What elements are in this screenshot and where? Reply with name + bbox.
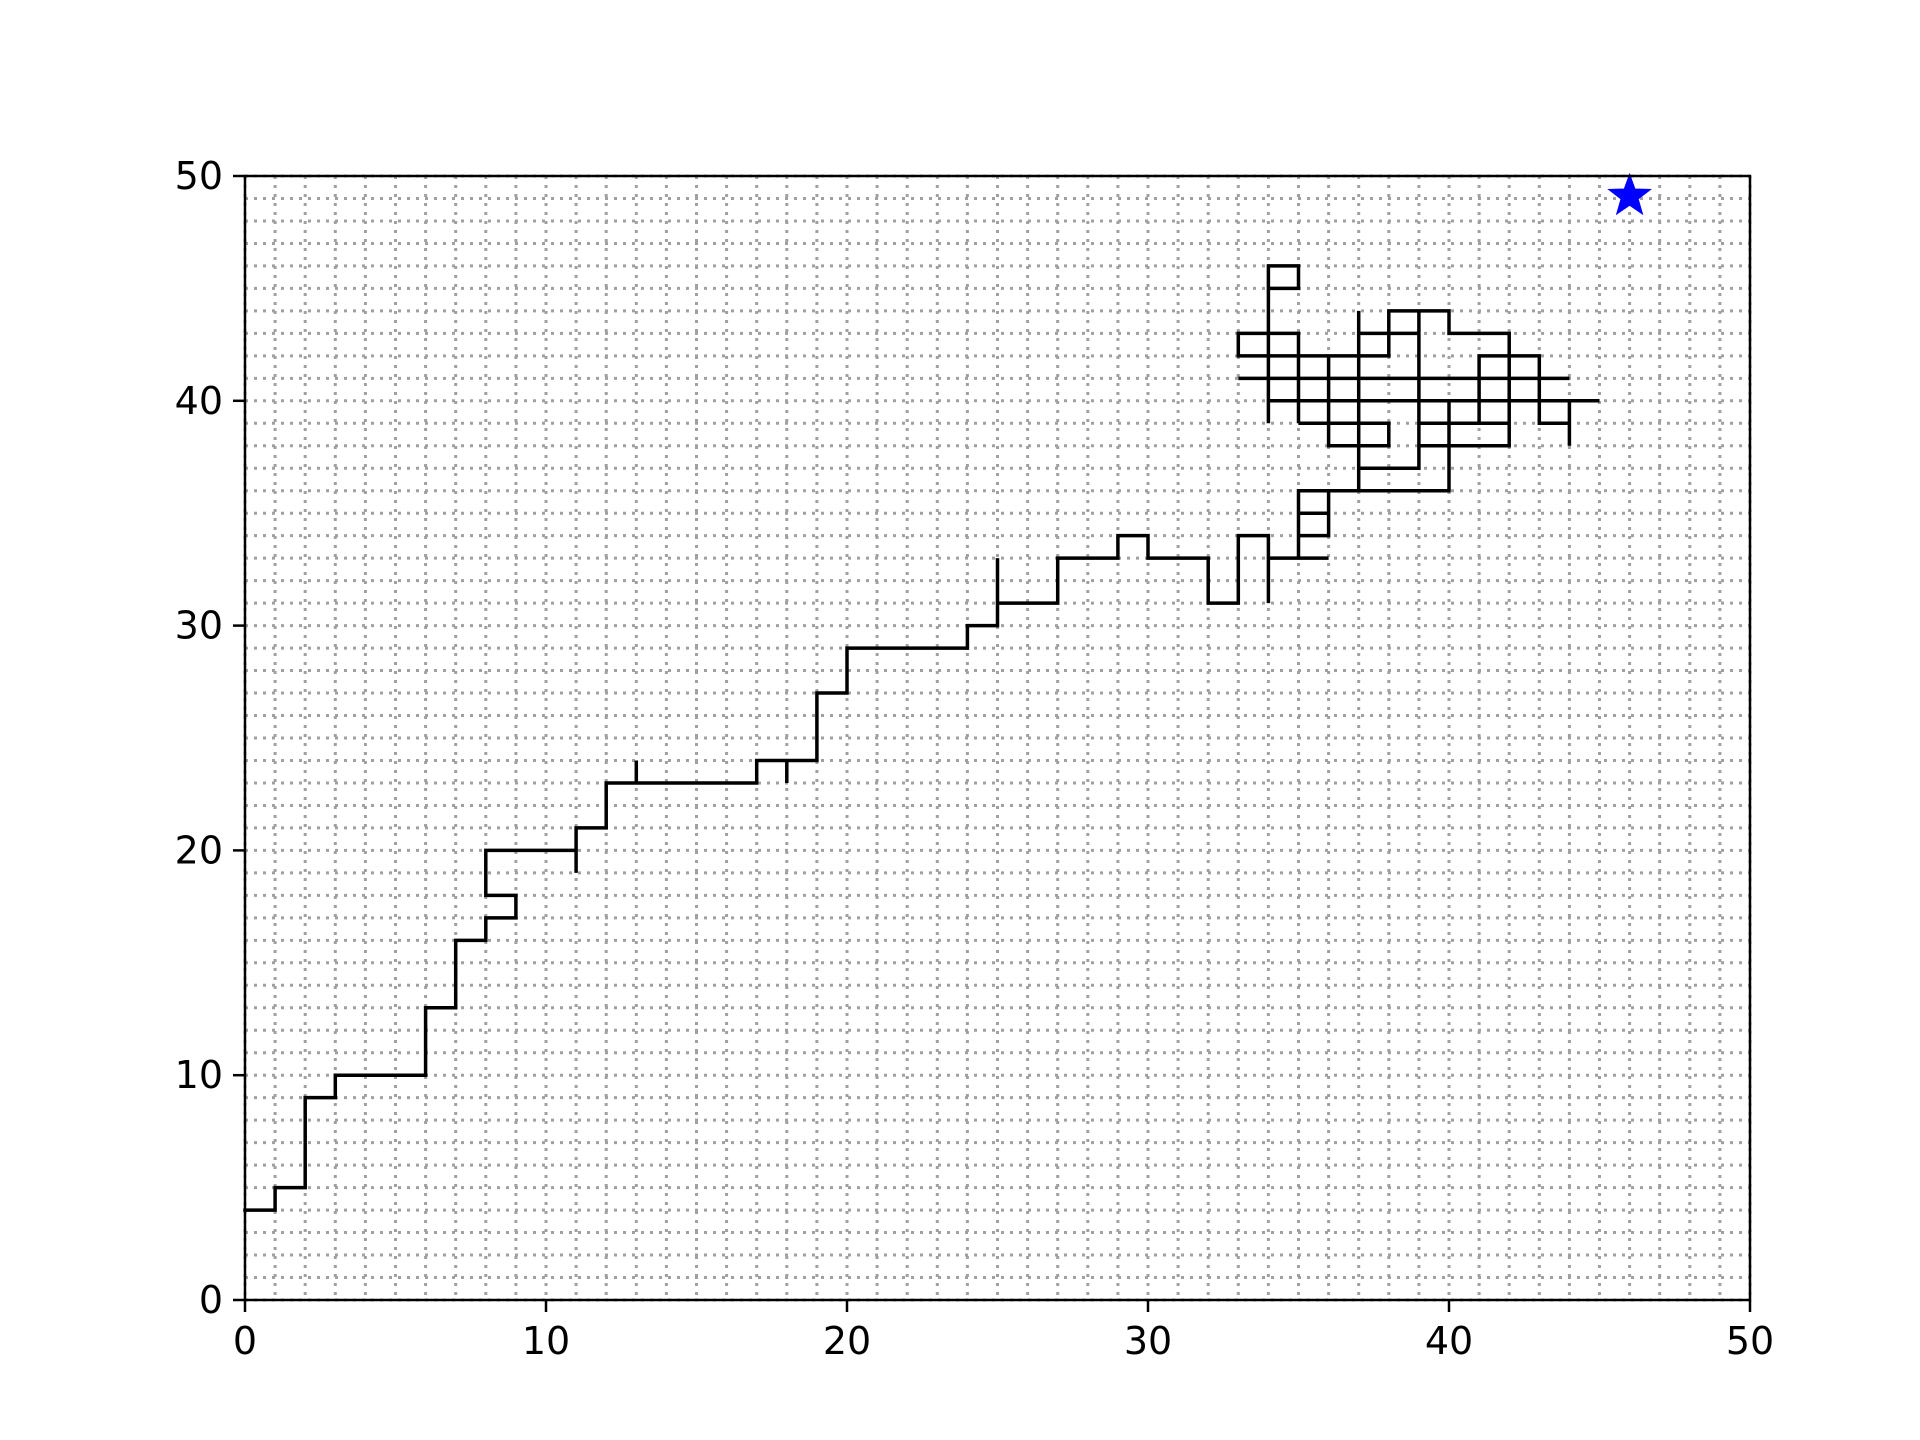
goal-star-marker — [1607, 172, 1652, 216]
y-tick-label: 10 — [175, 1053, 223, 1097]
grid — [243, 174, 1752, 1302]
y-tick-label: 40 — [175, 379, 223, 423]
path-layer — [243, 264, 1600, 1212]
x-tick-label: 50 — [1726, 1319, 1774, 1363]
y-tick-label: 30 — [175, 604, 223, 648]
x-tick-label: 40 — [1425, 1319, 1473, 1363]
marker-layer — [1607, 172, 1652, 216]
path-series-0 — [243, 264, 1600, 1212]
y-tick-label: 20 — [175, 828, 223, 872]
plot-frame — [243, 174, 1752, 1302]
x-tick-label: 30 — [1124, 1319, 1172, 1363]
x-tick-label: 10 — [522, 1319, 570, 1363]
y-tick-label: 50 — [175, 154, 223, 198]
x-tick-label: 0 — [233, 1319, 257, 1363]
ticks: 0 10 20 30 40 50 0 10 20 30 40 50 — [175, 154, 1775, 1363]
y-tick-label: 0 — [199, 1278, 223, 1322]
x-tick-label: 20 — [823, 1319, 871, 1363]
